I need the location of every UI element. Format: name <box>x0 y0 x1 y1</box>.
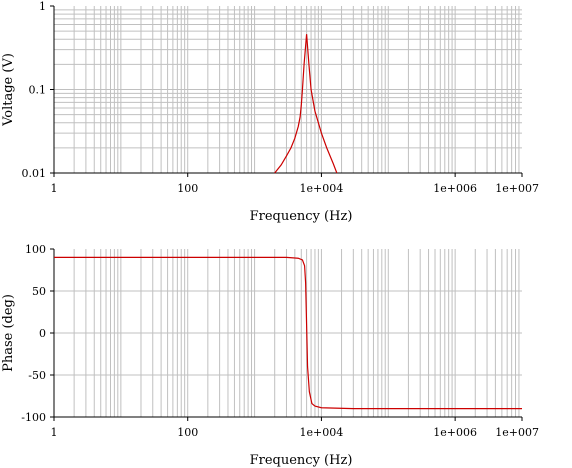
y-axis-title: Phase (deg) <box>1 294 16 372</box>
x-tick-label: 100 <box>177 426 198 439</box>
y-tick-label: -50 <box>28 369 46 382</box>
series-line <box>54 256 522 410</box>
y-tick-label: 0.1 <box>29 84 47 97</box>
y-tick-label: 100 <box>25 243 46 256</box>
x-axis-title: Frequency (Hz) <box>250 209 353 224</box>
y-tick-label: 50 <box>32 285 46 298</box>
x-tick-label: 100 <box>177 182 198 195</box>
voltage-chart: 1 0.1 0.01 1 100 1e+004 1e+006 1e+007 Frequency … <box>1 0 539 224</box>
x-axis-title: Frequency (Hz) <box>250 453 353 468</box>
y-axis-title: Voltage (V) <box>1 53 16 127</box>
y-grid <box>54 290 522 376</box>
y-grid <box>54 9 522 149</box>
x-tick-label: 1e+006 <box>433 182 477 195</box>
series-line <box>274 34 338 174</box>
y-tick-label: 0.01 <box>22 167 47 180</box>
x-tick-label: 1e+007 <box>495 426 539 439</box>
phase-chart: 100 50 0 -50 -100 1 100 1e+004 1e+006 1e+007 Frequ… <box>1 243 539 468</box>
y-tick-label: 0 <box>39 327 46 340</box>
x-tick-label: 1 <box>51 182 58 195</box>
y-tick-label: 1 <box>39 0 46 13</box>
x-tick-label: 1 <box>51 426 58 439</box>
y-tick-label: -100 <box>21 411 46 424</box>
x-tick-label: 1e+004 <box>300 426 344 439</box>
x-tick-label: 1e+006 <box>433 426 477 439</box>
x-tick-label: 1e+007 <box>495 182 539 195</box>
x-tick-label: 1e+004 <box>300 182 344 195</box>
